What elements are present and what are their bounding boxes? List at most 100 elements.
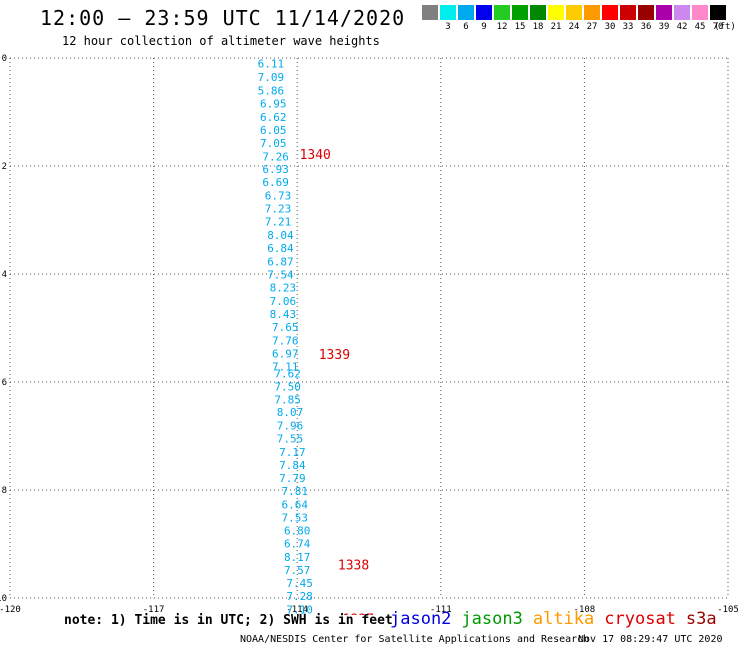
- wave-height-point: 6.11: [258, 57, 285, 70]
- mission-legend: jason2 jason3 altika cryosat s3a: [390, 609, 727, 629]
- scale-swatch: [638, 5, 654, 20]
- scale-label: 27: [586, 22, 598, 32]
- scale-unit-label: (ft): [714, 22, 736, 32]
- y-tick-label: -10: [0, 594, 7, 604]
- footer-organization: NOAA/NESDIS Center for Satellite Applica…: [240, 634, 590, 645]
- chart-title: 12:00 — 23:59 UTC 11/14/2020: [40, 6, 406, 30]
- scale-swatch: [674, 5, 690, 20]
- scale-label: 18: [532, 22, 544, 32]
- scale-swatch: [656, 5, 672, 20]
- wave-height-point: 6.64: [282, 499, 309, 512]
- wave-height-point: 7.81: [282, 485, 309, 498]
- scale-swatch: [422, 5, 438, 20]
- scale-swatch: [584, 5, 600, 20]
- wave-height-point: 7.06: [270, 295, 297, 308]
- x-tick-label: -117: [143, 605, 165, 615]
- mission-label: s3a: [685, 609, 717, 629]
- scale-label: 6: [463, 22, 469, 32]
- wave-height-point: 5.86: [258, 84, 285, 97]
- wave-height-point: 7.50: [274, 380, 301, 393]
- wave-height-point: 7.09: [258, 71, 285, 84]
- scale-label: 12: [496, 22, 508, 32]
- wave-height-point: 7.84: [279, 459, 306, 472]
- y-tick-label: -2: [0, 162, 7, 172]
- wave-height-point: 7.54: [267, 269, 294, 282]
- x-tick-label: -108: [574, 605, 596, 615]
- scale-label: 9: [481, 22, 487, 32]
- wave-height-point: 8.17: [284, 551, 311, 564]
- scale-label: 42: [676, 22, 688, 32]
- mission-label: altika: [532, 609, 595, 629]
- scale-label: 33: [622, 22, 634, 32]
- wave-height-point: 6.87: [267, 256, 294, 269]
- y-tick-label: -4: [0, 270, 7, 280]
- time-label: 1338: [338, 559, 369, 574]
- y-tick-label: -6: [0, 378, 7, 388]
- wave-height-point: 7.76: [272, 334, 299, 347]
- mission-label: jason2: [390, 609, 452, 629]
- scale-label: 21: [550, 22, 562, 32]
- scale-swatch: [692, 5, 708, 20]
- x-tick-label: -105: [717, 605, 739, 615]
- wave-height-point: 6.05: [260, 124, 287, 137]
- wave-height-point: 7.85: [274, 393, 301, 406]
- scale-swatch: [620, 5, 636, 20]
- mission-label: cryosat: [604, 609, 676, 629]
- wave-height-point: 7.23: [265, 203, 292, 216]
- wave-height-point: 6.95: [260, 97, 287, 110]
- scale-label: 39: [658, 22, 670, 32]
- wave-height-point: 7.79: [279, 472, 306, 485]
- wave-height-point: 6.97: [272, 347, 299, 360]
- wave-height-point: 6.73: [265, 190, 292, 203]
- scale-swatch: [494, 5, 510, 20]
- scale-swatch: [566, 5, 582, 20]
- wave-height-point: 7.28: [286, 590, 313, 603]
- wave-height-point: 7.57: [284, 564, 311, 577]
- scale-label: 36: [640, 22, 652, 32]
- wave-height-point: 7.05: [260, 137, 287, 150]
- scale-label: 70: [712, 22, 724, 32]
- wave-height-point: 8.07: [277, 406, 304, 419]
- scale-swatch: [476, 5, 492, 20]
- wave-height-point: 6.93: [262, 163, 289, 176]
- scale-label: 45: [694, 22, 706, 32]
- scale-swatch: [440, 5, 456, 20]
- wave-height-point: 7.26: [262, 150, 289, 163]
- wave-height-point: 7.45: [286, 577, 313, 590]
- wave-height-point: 8.23: [270, 282, 297, 295]
- wave-height-point: 7.17: [279, 446, 306, 459]
- wave-height-point: 7.65: [272, 321, 299, 334]
- time-label: 1340: [300, 148, 331, 163]
- wave-height-point: 7.53: [282, 512, 309, 525]
- scale-swatch: [710, 5, 726, 20]
- wave-height-chart: -120 -117 -114 -111 -108 -105 0 -2 -4 -6 -8 -10 6.11…: [0, 54, 739, 615]
- y-tick-label: 0: [2, 54, 7, 64]
- chart-subtitle: 12 hour collection of altimeter wave hei…: [62, 34, 380, 48]
- wave-height-point: 8.04: [267, 229, 294, 242]
- color-scale-legend: 3 6 9 12 15 18 21 24 27 30 33 36 39 42 45 70 (ft): [422, 5, 736, 37]
- scale-label: 15: [514, 22, 526, 32]
- scale-label: 30: [604, 22, 616, 32]
- time-label: 1337: [343, 613, 374, 615]
- wave-height-point: 7.21: [265, 216, 292, 229]
- x-tick-label: -120: [0, 605, 21, 615]
- wave-height-point: 7.10: [286, 603, 313, 615]
- wave-height-point: 6.62: [260, 111, 287, 124]
- scale-swatch: [530, 5, 546, 20]
- time-label: 1339: [319, 348, 350, 363]
- y-tick-label: -8: [0, 486, 7, 496]
- units-note: note: 1) Time is in UTC; 2) SWH is in fe…: [64, 613, 393, 628]
- scale-swatch: [458, 5, 474, 20]
- wave-height-point: 7.62: [274, 367, 301, 380]
- x-tick-label: -114: [286, 605, 308, 615]
- wave-height-point: 7.11: [272, 360, 299, 373]
- scale-label: 3: [445, 22, 451, 32]
- wave-height-point: 6.84: [267, 242, 294, 255]
- scale-swatch: [548, 5, 564, 20]
- footer-timestamp: Nov 17 08:29:47 UTC 2020: [578, 634, 723, 645]
- wave-height-point: 8.43: [270, 308, 297, 321]
- wave-height-point: 7.96: [277, 420, 304, 433]
- wave-height-point: 7.55: [277, 433, 304, 446]
- wave-height-point: 6.80: [284, 525, 311, 538]
- wave-height-point: 6.74: [284, 537, 311, 550]
